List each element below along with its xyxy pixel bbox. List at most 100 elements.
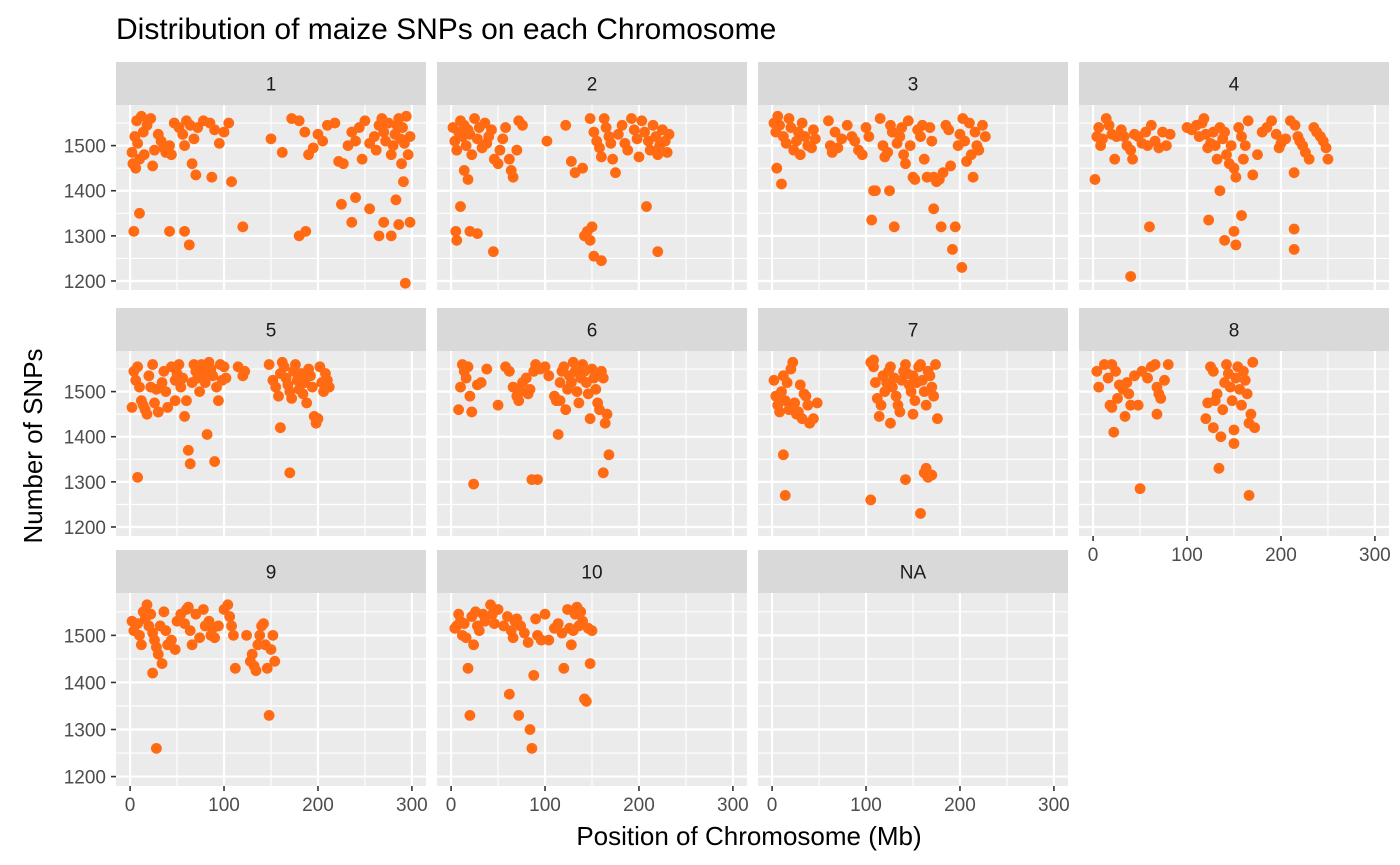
data-point [888, 221, 900, 233]
data-point [829, 126, 841, 138]
data-point [286, 392, 298, 404]
data-point [152, 406, 164, 418]
data-point [575, 606, 587, 618]
data-point [497, 133, 509, 145]
data-point [776, 178, 787, 190]
data-point [1288, 223, 1300, 235]
data-point [926, 135, 938, 147]
data-point [641, 201, 652, 212]
data-point [494, 144, 506, 156]
data-point [270, 381, 282, 393]
data-point [190, 169, 202, 181]
data-point [567, 356, 579, 368]
data-point [135, 639, 147, 651]
data-point [254, 629, 266, 641]
data-point [1249, 422, 1261, 434]
data-point [179, 140, 190, 152]
data-point [1198, 113, 1210, 124]
chart-title: Distribution of maize SNPs on each Chrom… [116, 13, 776, 46]
data-point [229, 662, 241, 674]
data-point [492, 604, 504, 615]
data-point [977, 119, 988, 131]
data-point [584, 658, 596, 670]
data-point [132, 471, 144, 483]
data-point [1224, 381, 1236, 393]
data-point [595, 255, 607, 267]
data-point [458, 618, 470, 629]
data-point [898, 149, 910, 161]
data-point [894, 131, 906, 142]
data-point [1247, 356, 1259, 368]
data-point [584, 234, 596, 246]
data-point [307, 142, 319, 154]
data-point [811, 397, 823, 409]
data-point [1144, 221, 1155, 233]
data-point [920, 399, 932, 411]
data-point [590, 383, 602, 395]
y-axis-title: Number of SNPs [18, 348, 48, 543]
x-tick-label: 100 [529, 795, 561, 816]
facet-panel-1: 1 1200 1300 1400 1500 [64, 62, 426, 293]
x-tick-label: 0 [125, 795, 136, 816]
data-point [464, 390, 476, 402]
x-tick-label: 300 [717, 795, 749, 816]
data-point [132, 137, 144, 149]
data-point [1110, 365, 1122, 377]
data-point [181, 395, 192, 407]
facet-strip-label: 9 [266, 563, 277, 584]
data-point [261, 662, 273, 674]
data-point [1123, 388, 1135, 400]
data-point [779, 395, 791, 407]
data-point [160, 386, 172, 398]
data-point [1211, 388, 1223, 400]
data-point [134, 629, 145, 641]
data-point [265, 133, 277, 145]
x-tick-label: 200 [1265, 545, 1297, 566]
data-point [507, 632, 519, 644]
y-tick-label: 1400 [64, 428, 106, 449]
data-point [1214, 185, 1226, 197]
data-point [317, 135, 329, 147]
data-point [398, 176, 409, 188]
facet-strip [758, 62, 1068, 105]
data-point [783, 113, 795, 124]
data-point [969, 126, 981, 138]
data-point [223, 117, 235, 129]
data-point [896, 122, 908, 133]
data-point [636, 115, 648, 127]
data-point [622, 144, 634, 156]
data-point [145, 608, 157, 620]
data-point [370, 144, 382, 156]
data-point [169, 395, 181, 407]
data-point [924, 122, 936, 133]
data-point [652, 246, 664, 258]
data-point [885, 361, 896, 373]
data-point [383, 117, 394, 129]
x-tick-label: 200 [944, 795, 976, 816]
data-point [220, 372, 232, 384]
data-point [194, 386, 206, 398]
data-point [800, 390, 812, 402]
data-point [809, 133, 821, 145]
data-point [518, 627, 530, 639]
data-point [1226, 395, 1238, 407]
data-point [250, 665, 262, 677]
data-point [1225, 140, 1237, 152]
data-point [1288, 167, 1300, 179]
data-point [577, 162, 589, 174]
x-tick-label: 100 [1171, 545, 1203, 566]
data-point [607, 153, 619, 165]
data-point [860, 122, 872, 133]
data-point [594, 142, 605, 154]
facet-panel-8: 8 0 100 200 300 [1079, 308, 1391, 566]
data-point [558, 662, 570, 674]
data-point [1142, 372, 1153, 384]
data-point [610, 167, 621, 179]
data-point [158, 606, 170, 618]
data-point [1280, 133, 1292, 145]
x-tick-label: 100 [208, 795, 240, 816]
x-axis-title: Position of Chromosome (Mb) [576, 821, 921, 851]
data-point [588, 126, 600, 138]
data-point [1230, 171, 1242, 183]
data-point [213, 137, 225, 149]
